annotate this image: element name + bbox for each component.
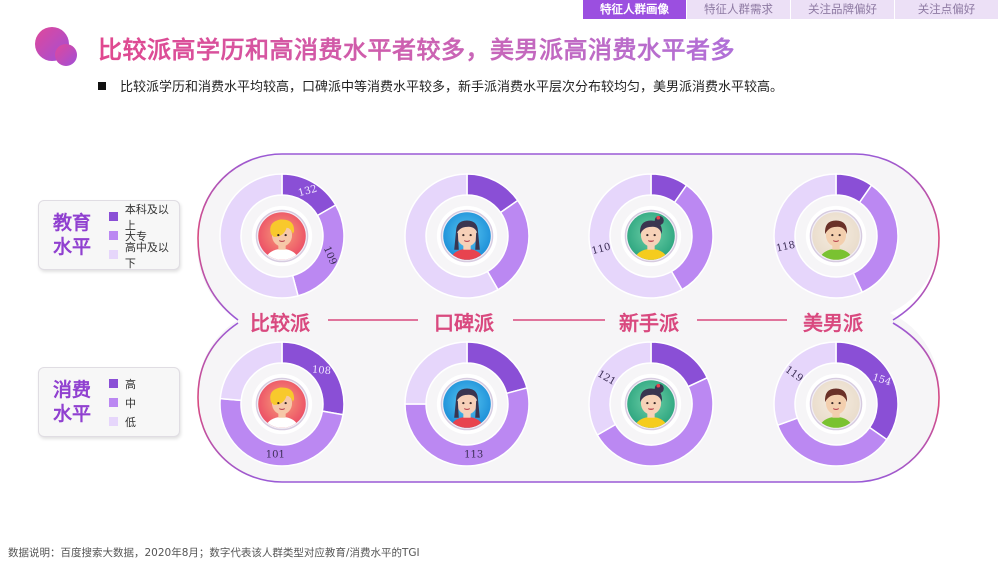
group-label-comparer: 比较派 — [250, 311, 310, 335]
donut-segment-低 — [404, 341, 468, 405]
donut-segment-高中及以下 — [773, 173, 864, 299]
tab-persona-needs[interactable]: 特征人群需求 — [687, 0, 790, 19]
group-label-handsome-men: 美男派 — [803, 311, 863, 335]
swatch-light — [109, 417, 118, 426]
legend-item-high: 高 — [109, 374, 136, 393]
donut-segment-低 — [773, 341, 837, 427]
consumption-donut-3: 121 — [588, 341, 714, 467]
donut-segment-低 — [219, 341, 283, 402]
swatch-medium — [109, 231, 118, 240]
tab-persona-profile[interactable]: 特征人群画像 — [583, 0, 686, 19]
tgi-value-label: 132 — [297, 184, 318, 200]
footnote: 数据说明：百度搜索大数据，2020年8月；数字代表该人群类型对应教育/消费水平的… — [8, 547, 420, 559]
consumption-donut-1: 108 101 — [219, 341, 345, 467]
donut-segment-高中及以下 — [404, 173, 500, 299]
tgi-value-label: 110 — [591, 242, 612, 258]
tab-brand-preference[interactable]: 关注品牌偏好 — [791, 0, 894, 19]
group-label-newbie: 新手派 — [619, 311, 679, 335]
legend-item-low: 低 — [109, 412, 136, 431]
donut-segment-中 — [404, 387, 530, 467]
legend-title-education: 教育 水平 — [53, 212, 92, 258]
tgi-value-label: 108 — [311, 365, 331, 378]
legend-consumption: 消费 水平 高 中 低 — [38, 367, 180, 437]
donut-segment-高中及以下 — [588, 173, 684, 299]
legend-title-consumption: 消费 水平 — [53, 379, 92, 425]
donut-segment-高中及以下 — [219, 173, 299, 299]
education-donut-3: 110 — [588, 173, 714, 299]
page-subtitle: 比较派学历和消费水平均较高，口碑派中等消费水平较多，新手派消费水平层次分布较均匀… — [98, 76, 783, 95]
group-label-word-of-mouth: 口碑派 — [434, 311, 494, 335]
blonde-woman-avatar-icon — [251, 373, 313, 435]
young-man-avatar-icon — [805, 373, 867, 435]
education-donut-2 — [404, 173, 530, 299]
tab-bar: 特征人群画像 特征人群需求 关注品牌偏好 关注点偏好 — [583, 0, 999, 19]
dark-hair-woman-avatar-icon — [436, 205, 498, 267]
donut-segment-中 — [219, 397, 344, 467]
tgi-value-label: 118 — [775, 240, 796, 255]
education-donut-4: 118 — [773, 173, 899, 299]
subtitle-text: 比较派学历和消费水平均较高，口碑派中等消费水平较多，新手派消费水平层次分布较均匀… — [120, 80, 784, 95]
donut-segment-中 — [596, 376, 714, 467]
tab-focus-preference[interactable]: 关注点偏好 — [895, 0, 998, 19]
donut-segment-低 — [588, 341, 652, 437]
swatch-dark — [109, 379, 118, 388]
ponytail-girl-avatar-icon — [620, 205, 682, 267]
ponytail-girl-avatar-icon — [620, 373, 682, 435]
consumption-donut-2: 113 — [404, 341, 530, 467]
dark-hair-woman-avatar-icon — [436, 373, 498, 435]
young-man-avatar-icon — [805, 205, 867, 267]
swatch-dark — [109, 212, 118, 221]
title-bubble-icon — [35, 27, 77, 66]
tgi-value-label: 154 — [871, 372, 893, 388]
blonde-woman-avatar-icon — [251, 205, 313, 267]
page-title: 比较派高学历和高消费水平者较多，美男派高消费水平者多 — [98, 30, 735, 65]
legend-item-bachelor: 本科及以上 — [109, 203, 179, 232]
swatch-medium — [109, 398, 118, 407]
legend-item-college: 大专 — [109, 226, 179, 245]
legend-item-mid: 中 — [109, 393, 136, 412]
legend-item-highschool: 高中及以下 — [109, 241, 179, 270]
swatch-light — [109, 250, 118, 259]
bullet-icon — [98, 82, 106, 90]
tgi-value-label: 101 — [266, 450, 285, 461]
tgi-value-label: 113 — [464, 450, 483, 461]
legend-education: 教育 水平 本科及以上 大专 高中及以下 — [38, 200, 180, 270]
